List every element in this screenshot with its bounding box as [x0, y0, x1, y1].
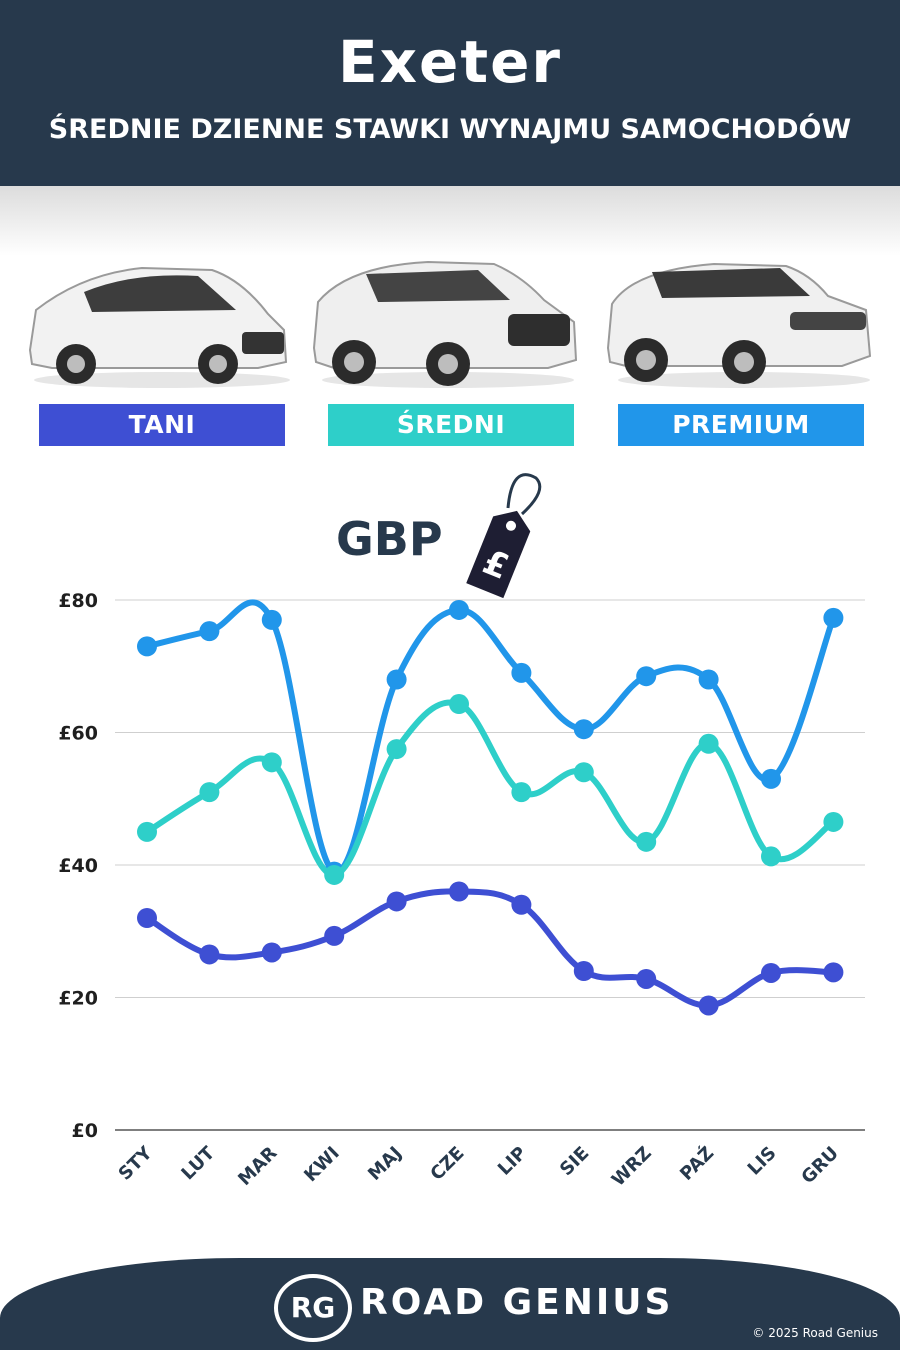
data-point [199, 944, 220, 965]
category-badge-economy: TANI [39, 404, 285, 446]
y-tick-label: £0 [72, 1120, 98, 1142]
economy-car-image [28, 266, 290, 388]
chart-y-axis: £0 £20 £40 £60 £80 [58, 590, 98, 1142]
header-shadow [0, 186, 900, 256]
midsize-suv-image [312, 260, 578, 388]
x-tick-label: WRZ [608, 1143, 656, 1191]
data-point [511, 782, 532, 803]
y-tick-label: £80 [58, 590, 98, 612]
data-point [511, 894, 532, 915]
data-point [324, 864, 345, 885]
category-badge-midsize: ŚREDNI [328, 404, 574, 446]
y-tick-label: £40 [58, 855, 98, 877]
currency-label: GBP [336, 512, 443, 566]
chart-x-axis: STY LUT MAR KWI MAJ CZE LIP SIE WRZ PAŹ LIS GRU [115, 1142, 843, 1191]
header-banner: Exeter ŚREDNIE DZIENNE STAWKI WYNAJMU SA… [0, 0, 900, 186]
data-point [199, 621, 220, 642]
brand-logo: RG [274, 1274, 352, 1342]
x-tick-label: MAJ [364, 1143, 406, 1185]
chart-grid [115, 599, 865, 1131]
data-point [761, 962, 781, 983]
data-point [823, 962, 844, 983]
data-point [261, 752, 282, 773]
footer-banner [0, 1258, 900, 1350]
data-point [698, 669, 719, 690]
series-line [144, 599, 837, 875]
data-point [761, 846, 781, 867]
category-badge-premium: PREMIUM [618, 404, 864, 446]
x-tick-label: STY [115, 1142, 158, 1185]
data-point [386, 891, 407, 912]
y-tick-label: £20 [58, 988, 98, 1010]
data-point [449, 881, 469, 902]
chart-subtitle: ŚREDNIE DZIENNE STAWKI WYNAJMU SAMOCHODÓ… [48, 114, 852, 145]
x-tick-label: PAŹ [675, 1142, 718, 1185]
x-tick-label: GRU [797, 1143, 842, 1188]
data-point [449, 599, 469, 620]
data-point [137, 636, 157, 657]
x-tick-label: LIP [494, 1143, 531, 1180]
data-point [573, 762, 594, 783]
x-tick-label: CZE [426, 1143, 468, 1185]
line-chart: £0 £20 £40 £60 £80 STY LUT MAR KWI MAJ CZE LIP SIE W… [58, 590, 865, 1191]
data-point [698, 733, 719, 754]
data-point [636, 666, 657, 687]
premium-suv-image [606, 262, 872, 388]
data-point [823, 607, 844, 628]
data-point [573, 961, 594, 981]
data-point [261, 942, 282, 963]
data-point [511, 662, 532, 683]
brand-name: ROAD GENIUS [360, 1282, 674, 1323]
x-tick-label: SIE [556, 1143, 593, 1180]
copyright-text: © 2025 Road Genius [752, 1326, 878, 1340]
data-point [324, 925, 345, 946]
data-point [823, 811, 844, 832]
data-point [761, 768, 781, 789]
series-line [144, 699, 837, 878]
data-point [636, 968, 657, 989]
y-tick-label: £60 [58, 723, 98, 745]
data-point [386, 669, 407, 690]
x-tick-label: KWI [300, 1143, 343, 1186]
price-tag-icon: £ [466, 473, 542, 599]
data-point [199, 782, 220, 803]
x-tick-label: LIS [744, 1143, 781, 1180]
series-line [144, 888, 837, 1009]
data-point [698, 995, 719, 1016]
data-point [386, 739, 407, 760]
city-title: Exeter [337, 28, 563, 96]
data-point [636, 831, 657, 852]
data-point [573, 719, 594, 740]
x-tick-label: MAR [234, 1143, 281, 1190]
data-point [137, 908, 157, 928]
chart-series [137, 599, 844, 1016]
data-point [137, 821, 157, 842]
x-tick-label: LUT [177, 1142, 219, 1184]
data-point [449, 694, 469, 715]
data-point [261, 609, 282, 630]
